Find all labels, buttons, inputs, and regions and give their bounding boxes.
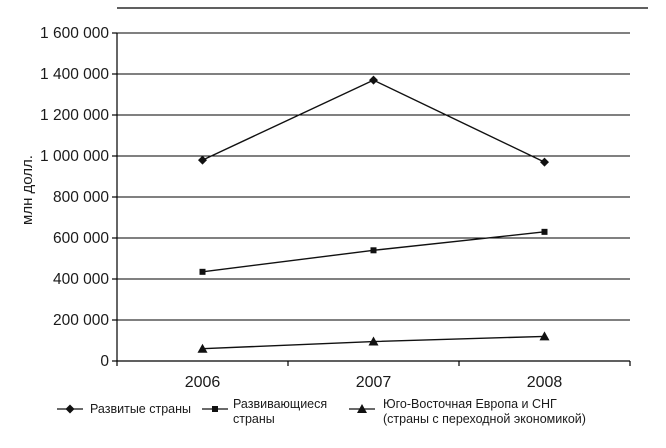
data-point [197,343,208,353]
legend-item-2: Развивающиеся страны [202,397,327,426]
data-point [199,268,206,275]
y-tick-label: 400 000 [53,271,109,288]
y-tick-label: 1 600 000 [40,25,109,42]
y-axis-title: млн долл. [19,155,36,225]
series-line [202,79,545,163]
x-tick-labels: 2006 2007 2008 [185,374,563,391]
plot-frame [112,7,648,366]
legend-label: Юго-Восточная Европа и СНГ (страны с пере… [383,397,586,426]
y-tick-label: 200 000 [53,312,109,329]
series-layer [197,75,550,353]
data-point [368,336,379,346]
data-point [541,228,548,235]
y-tick-label: 1 400 000 [40,66,109,83]
legend: Развитые страны Развивающиеся страны Юго-Во… [57,397,586,426]
y-tick-label: 800 000 [53,189,109,206]
x-tick-label: 2006 [185,374,221,391]
series-3 [197,331,550,353]
y-tick-label: 1 000 000 [40,148,109,165]
y-tick-label: 600 000 [53,230,109,247]
y-tick-labels: 0 200 000 400 000 600 000 800 000 1 000 000 1 … [40,25,109,370]
legend-marker [212,406,218,412]
data-point [540,157,549,167]
legend-item-1: Развитые страны [57,402,191,416]
legend-marker [357,404,367,413]
data-point [369,75,378,85]
y-tick-label: 0 [100,353,109,370]
legend-marker [65,404,75,414]
x-tick-label: 2008 [527,374,563,391]
series-1 [198,75,549,167]
x-tick-label: 2007 [356,374,392,391]
data-point [198,155,207,165]
data-point [370,247,377,254]
legend-label: Развитые страны [90,402,191,416]
data-point [539,331,550,341]
series-2 [199,228,548,275]
y-tick-label: 1 200 000 [40,107,109,124]
legend-item-3: Юго-Восточная Европа и СНГ (страны с пере… [349,397,586,426]
legend-label: Развивающиеся страны [233,397,327,426]
